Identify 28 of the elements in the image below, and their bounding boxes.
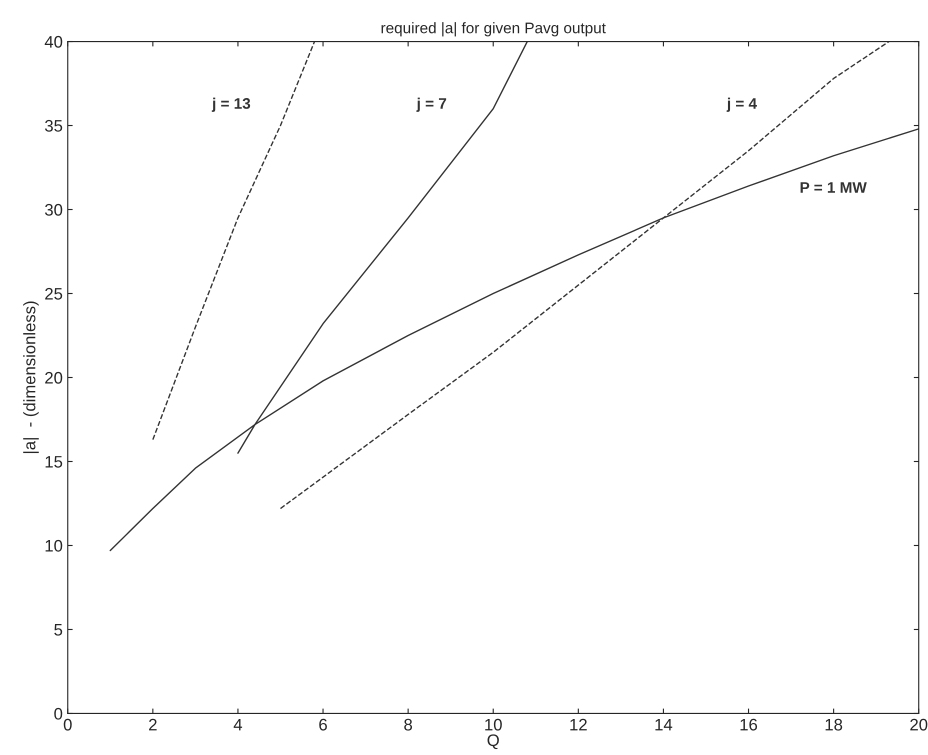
series-label: j = 4: [726, 98, 757, 112]
x-tick-label: 16: [740, 718, 758, 731]
chart-title: required |a| for given Pavg output: [382, 22, 606, 36]
y-tick-label: 10: [46, 540, 62, 552]
y-tick-label: 5: [54, 624, 62, 636]
y-tick-label: 20: [45, 372, 62, 384]
y-tick-label: 15: [46, 456, 62, 468]
y-tick-label: 35: [44, 120, 62, 132]
y-tick-label: 30: [44, 204, 62, 216]
x-tick-label: 6: [319, 718, 327, 731]
x-tick-label: 0: [64, 718, 72, 731]
x-tick-label: 2: [149, 718, 157, 730]
text: j = 7: [416, 98, 446, 112]
series-label: P = 1 MW: [800, 182, 867, 193]
x-tick-label: 10: [485, 718, 502, 731]
x-tick-label: 20: [910, 718, 928, 731]
x-tick-label: 14: [655, 718, 672, 730]
line-series: [152, 42, 316, 440]
y-tick-label: 40: [44, 36, 62, 48]
x-tick-label: 4: [234, 718, 242, 730]
x-tick-label: 8: [404, 718, 412, 731]
text: j = 13: [212, 98, 250, 112]
x-tick-label: 12: [570, 718, 587, 730]
x-tick-label: 18: [826, 718, 842, 731]
y-tick-label: 25: [45, 288, 62, 300]
y-axis-title: |a| - (dimensionless): [23, 301, 39, 454]
y-tick-label: 0: [54, 708, 62, 720]
x-axis-title: Q: [488, 734, 499, 750]
